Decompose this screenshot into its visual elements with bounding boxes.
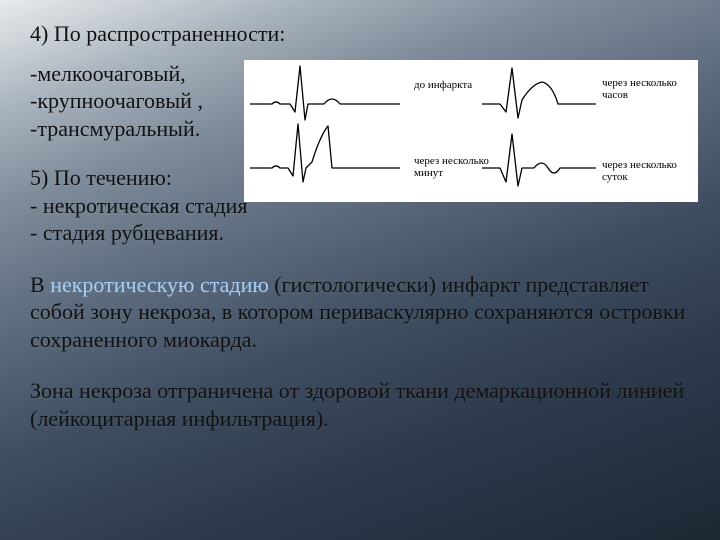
ecg-wave-w3_st_elev xyxy=(482,60,596,130)
ecg-figure: до инфаркта через несколькоминут через н… xyxy=(244,60,698,202)
ecg-label-before: до инфаркта xyxy=(414,80,472,92)
paragraph-necrotic: В некротическую стадию (гистологически) … xyxy=(30,271,700,354)
ecg-label-minutes: через несколькоминут xyxy=(414,156,489,179)
ecg-label-hours: через несколькочасов xyxy=(602,78,677,101)
para1-highlight: некротическую стадию xyxy=(50,272,269,297)
ecg-wave-w4_q_t_inv xyxy=(482,130,596,198)
paragraph-demarcation: Зона некроза отграничена от здоровой тка… xyxy=(30,377,700,432)
para1-pre: В xyxy=(30,272,50,297)
list5-item-2: - стадия рубцевания. xyxy=(30,219,700,247)
slide-root: 4) По распространенности: -мелкоочаговый… xyxy=(0,0,720,540)
ecg-inner: до инфаркта через несколькоминут через н… xyxy=(244,60,698,202)
ecg-wave-w2_st_elev_hyper xyxy=(250,116,400,196)
ecg-label-days: через несколькосуток xyxy=(602,160,677,183)
heading-4: 4) По распространенности: xyxy=(30,20,700,48)
